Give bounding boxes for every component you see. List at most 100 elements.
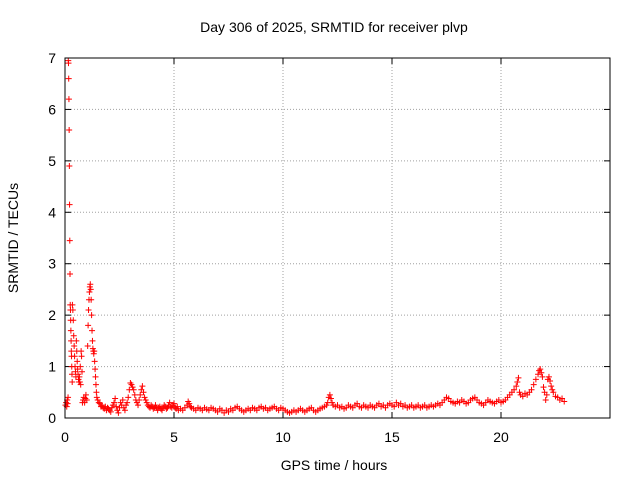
- data-point: [66, 127, 73, 133]
- data-point: [128, 381, 135, 388]
- data-point: [87, 286, 94, 293]
- data-point: [354, 400, 361, 407]
- data-point: [375, 400, 382, 407]
- data-point: [163, 405, 170, 412]
- data-point: [323, 402, 330, 409]
- data-point: [135, 402, 142, 409]
- data-point: [76, 373, 83, 380]
- data-point: [68, 348, 75, 355]
- data-point: [107, 408, 114, 415]
- data-point: [131, 391, 138, 398]
- data-point: [69, 307, 76, 313]
- data-point: [70, 332, 77, 339]
- data-point: [535, 371, 542, 378]
- data-point: [538, 369, 545, 376]
- data-point: [89, 337, 96, 344]
- data-point: [537, 366, 544, 373]
- data-point: [159, 407, 166, 414]
- data-point: [326, 391, 333, 398]
- data-point: [78, 348, 85, 355]
- data-point: [71, 343, 78, 349]
- data-point: [113, 403, 120, 410]
- data-point: [516, 389, 523, 396]
- data-point: [64, 400, 71, 407]
- data-point: [514, 379, 521, 385]
- data-point: [327, 395, 334, 402]
- data-point: [150, 405, 157, 412]
- data-point: [140, 389, 147, 396]
- data-point: [66, 237, 73, 244]
- data-point: [152, 402, 159, 409]
- data-point: [532, 376, 539, 383]
- data-point: [76, 379, 83, 385]
- data-point: [186, 400, 193, 407]
- x-tick-label: 15: [384, 429, 400, 445]
- x-axis-label: GPS time / hours: [281, 457, 388, 473]
- data-point: [88, 312, 95, 319]
- data-point: [123, 402, 130, 409]
- y-tick-label: 1: [48, 359, 56, 375]
- data-point: [121, 407, 128, 414]
- chart-title: Day 306 of 2025, SRMTID for receiver plv…: [200, 19, 468, 35]
- data-point: [99, 402, 106, 409]
- data-point: [77, 381, 84, 388]
- data-point: [77, 363, 84, 370]
- data-point: [92, 381, 99, 388]
- y-tick-label: 0: [48, 410, 56, 426]
- data-point: [548, 383, 555, 390]
- data-point: [71, 353, 78, 360]
- data-point: [78, 353, 85, 360]
- data-point: [130, 386, 137, 393]
- data-point: [65, 96, 72, 103]
- data-point: [550, 389, 557, 396]
- data-point: [86, 289, 93, 295]
- data-point: [73, 337, 80, 344]
- data-point: [82, 391, 89, 398]
- y-tick-label: 5: [48, 153, 56, 169]
- data-point: [109, 402, 116, 409]
- data-point: [137, 391, 144, 398]
- data-point: [74, 366, 81, 373]
- y-tick-label: 6: [48, 101, 56, 117]
- data-point: [171, 400, 177, 407]
- data-point: [83, 397, 90, 403]
- data-point: [136, 397, 143, 403]
- x-tick-label: 0: [61, 429, 69, 445]
- data-point: [74, 358, 81, 365]
- data-point: [85, 307, 92, 313]
- data-point: [397, 400, 404, 407]
- x-tick-label: 20: [493, 429, 509, 445]
- x-tick-label: 10: [275, 429, 291, 445]
- data-point: [85, 322, 92, 329]
- data-point: [115, 409, 122, 416]
- data-point: [68, 337, 75, 344]
- data-point: [225, 408, 232, 415]
- tick-labels: 0 1 2 3 4 5 6 7 0 5 10 15 20: [48, 50, 509, 445]
- data-point: [93, 394, 100, 401]
- data-point: [129, 384, 136, 391]
- data-point: [88, 296, 95, 303]
- data-point: [542, 397, 549, 403]
- data-point: [214, 408, 221, 415]
- grid-lines: [65, 58, 610, 418]
- data-point: [119, 397, 126, 403]
- data-point: [187, 403, 194, 410]
- data-point: [92, 366, 99, 373]
- data-point: [530, 381, 537, 388]
- data-point: [549, 386, 556, 393]
- data-point: [329, 399, 336, 406]
- data-point: [67, 271, 74, 277]
- data-point: [561, 398, 568, 405]
- y-tick-label: 2: [48, 307, 56, 323]
- data-point: [391, 403, 398, 410]
- data-point: [112, 395, 119, 402]
- data-point: [124, 399, 131, 406]
- data-point: [67, 327, 74, 334]
- data-point: [559, 395, 566, 402]
- data-point: [65, 75, 72, 82]
- data-point: [70, 317, 77, 324]
- data-point: [174, 403, 181, 410]
- data-point: [65, 394, 72, 401]
- data-point: [91, 358, 98, 365]
